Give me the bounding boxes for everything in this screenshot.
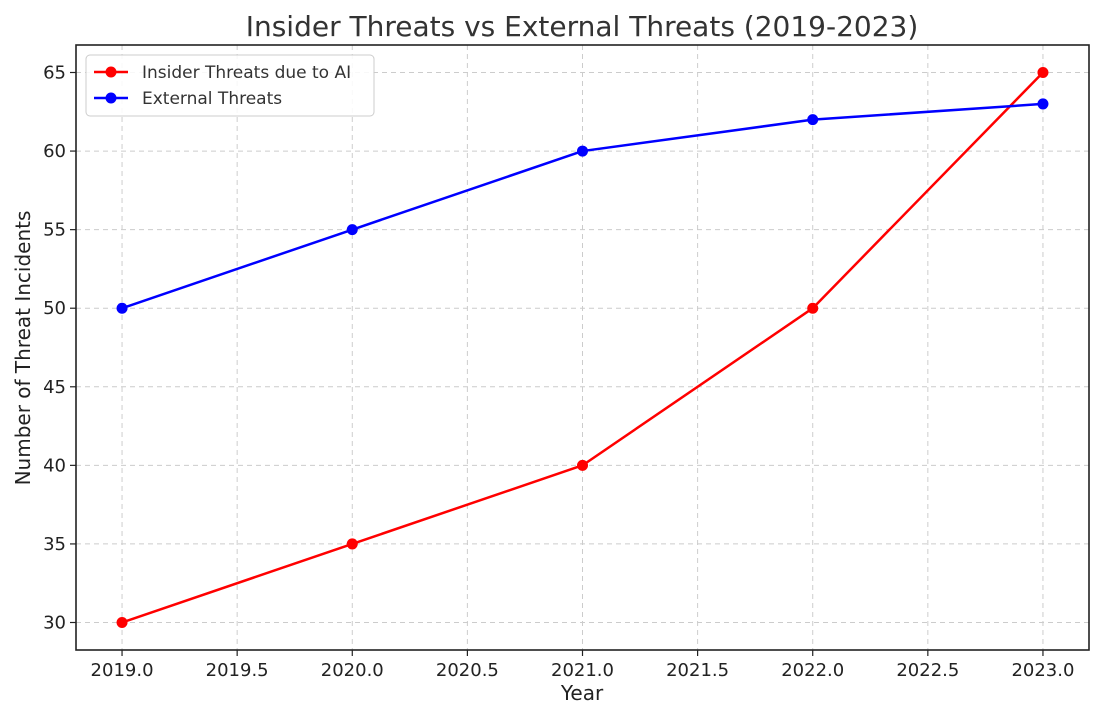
legend-marker xyxy=(105,66,117,78)
chart-title: Insider Threats vs External Threats (201… xyxy=(246,10,919,43)
legend-marker xyxy=(105,92,117,104)
y-axis-label: Number of Threat Incidents xyxy=(11,211,35,486)
x-tick-label: 2021.5 xyxy=(666,660,729,681)
legend: Insider Threats due to AI External Threat… xyxy=(85,54,375,117)
legend-frame xyxy=(85,54,375,117)
legend-item: External Threats xyxy=(94,89,282,109)
x-tick-label: 2023.0 xyxy=(1011,660,1074,681)
legend-item: Insider Threats due to AI xyxy=(94,63,351,83)
data-point xyxy=(807,114,819,126)
x-tick-label: 2020.0 xyxy=(321,660,384,681)
series-group xyxy=(116,67,1049,628)
plot-frame xyxy=(75,44,1090,651)
grid-lines xyxy=(76,45,1089,650)
data-point xyxy=(807,302,819,314)
series-0 xyxy=(116,67,1049,628)
y-tick-label: 65 xyxy=(43,63,66,84)
legend-label: Insider Threats due to AI xyxy=(142,63,351,83)
x-tick-label: 2020.5 xyxy=(436,660,499,681)
data-point xyxy=(577,459,588,471)
x-axis-label: Year xyxy=(560,681,604,705)
data-point xyxy=(577,145,588,157)
y-tick-label: 40 xyxy=(43,455,66,476)
series-1 xyxy=(116,98,1049,314)
x-tick-label: 2022.5 xyxy=(896,660,959,681)
y-tick-label: 55 xyxy=(43,220,66,241)
axis-ticks: 2019.0 2019.5 2020.0 2020.5 2021.0 2021.5 2022… xyxy=(43,63,1074,682)
x-tick-label: 2019.5 xyxy=(206,660,269,681)
legend-label: External Threats xyxy=(142,89,282,109)
data-point xyxy=(346,224,358,236)
data-point xyxy=(1037,67,1049,78)
x-tick-label: 2019.0 xyxy=(91,660,154,681)
y-tick-label: 30 xyxy=(43,613,66,634)
series-line xyxy=(121,102,1044,310)
y-tick-label: 60 xyxy=(43,141,66,162)
y-tick-label: 45 xyxy=(43,377,66,398)
data-point xyxy=(346,538,358,550)
data-point xyxy=(116,617,128,628)
x-tick-label: 2021.0 xyxy=(551,660,614,681)
y-tick-label: 35 xyxy=(43,534,66,555)
x-tick-label: 2022.0 xyxy=(781,660,844,681)
y-tick-label: 50 xyxy=(43,298,66,319)
data-point xyxy=(1037,98,1049,110)
data-point xyxy=(116,302,128,314)
